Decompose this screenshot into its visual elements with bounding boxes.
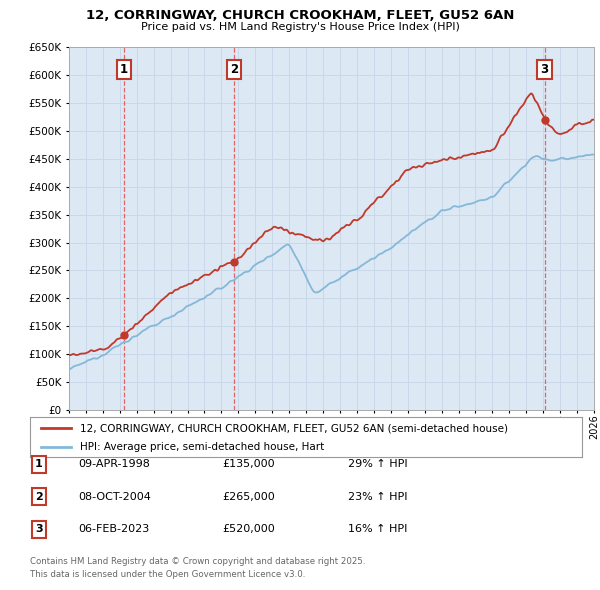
Text: 2: 2: [35, 492, 43, 502]
Text: 12, CORRINGWAY, CHURCH CROOKHAM, FLEET, GU52 6AN: 12, CORRINGWAY, CHURCH CROOKHAM, FLEET, …: [86, 9, 514, 22]
Text: 29% ↑ HPI: 29% ↑ HPI: [348, 460, 407, 469]
Text: Contains HM Land Registry data © Crown copyright and database right 2025.: Contains HM Land Registry data © Crown c…: [30, 557, 365, 566]
Text: 3: 3: [35, 525, 43, 534]
Text: 23% ↑ HPI: 23% ↑ HPI: [348, 492, 407, 502]
Text: £135,000: £135,000: [222, 460, 275, 469]
Text: 1: 1: [35, 460, 43, 469]
Text: 1: 1: [120, 63, 128, 76]
Text: 3: 3: [541, 63, 548, 76]
Text: £265,000: £265,000: [222, 492, 275, 502]
Text: 12, CORRINGWAY, CHURCH CROOKHAM, FLEET, GU52 6AN (semi-detached house): 12, CORRINGWAY, CHURCH CROOKHAM, FLEET, …: [80, 424, 508, 434]
Text: Price paid vs. HM Land Registry's House Price Index (HPI): Price paid vs. HM Land Registry's House …: [140, 22, 460, 32]
Text: 09-APR-1998: 09-APR-1998: [78, 460, 150, 469]
Text: 06-FEB-2023: 06-FEB-2023: [78, 525, 149, 534]
Text: HPI: Average price, semi-detached house, Hart: HPI: Average price, semi-detached house,…: [80, 442, 324, 452]
Text: 2: 2: [230, 63, 238, 76]
Text: 16% ↑ HPI: 16% ↑ HPI: [348, 525, 407, 534]
Text: This data is licensed under the Open Government Licence v3.0.: This data is licensed under the Open Gov…: [30, 569, 305, 579]
Text: £520,000: £520,000: [222, 525, 275, 534]
Text: 08-OCT-2004: 08-OCT-2004: [78, 492, 151, 502]
